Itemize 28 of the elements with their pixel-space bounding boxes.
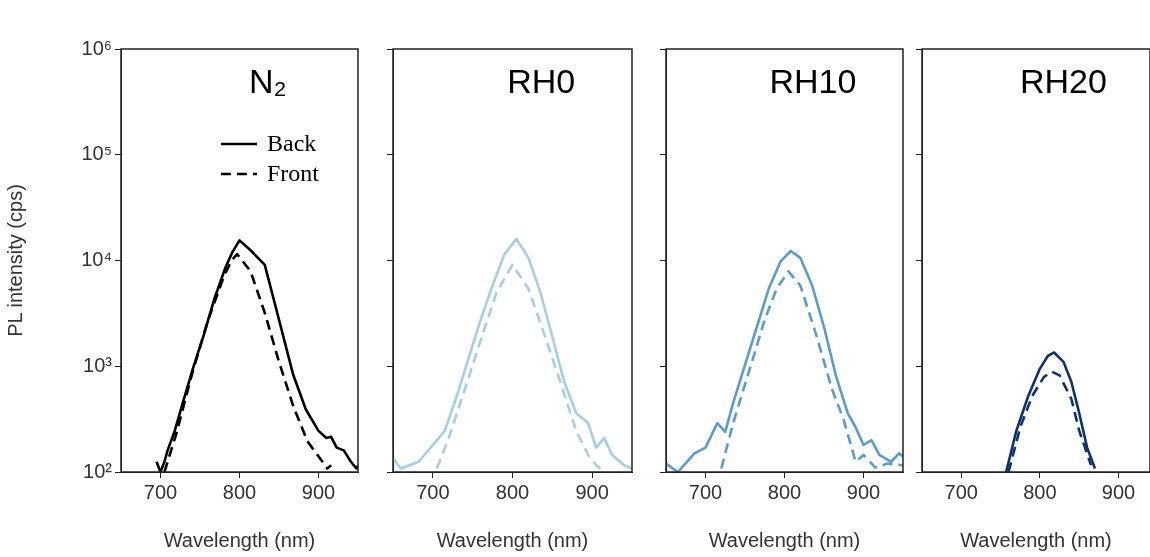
chart-title: RH10 <box>769 62 857 101</box>
x-tick-label: 800 <box>495 480 530 503</box>
x-axis-title: Wavelength (nm) <box>960 528 1112 551</box>
x-tick-label: 800 <box>1023 480 1057 503</box>
y-tick-label: 10² <box>83 459 113 482</box>
y-tick-label: 10⁶ <box>81 36 112 59</box>
x-tick-label: 700 <box>416 480 450 503</box>
y-tick-label: 10⁵ <box>81 142 112 165</box>
x-axis-title: Wavelength (nm) <box>708 528 861 551</box>
x-tick-label: 900 <box>575 480 609 503</box>
x-tick-label: 900 <box>1101 480 1136 503</box>
x-axis-title: Wavelength (nm) <box>436 528 589 551</box>
y-tick-label: 10³ <box>83 353 113 376</box>
x-axis-title: Wavelength (nm) <box>163 528 316 551</box>
y-axis-title: PL intensity (cps) <box>3 184 26 337</box>
x-tick-label: 900 <box>301 480 336 503</box>
x-tick-label: 700 <box>944 480 978 503</box>
x-tick-label: 800 <box>767 480 802 503</box>
chart-title: RH0 <box>507 62 576 101</box>
legend-label: Front <box>266 160 320 187</box>
chart-title: RH20 <box>1019 62 1107 101</box>
legend-label: Back <box>266 130 317 157</box>
x-tick-label: 700 <box>143 480 178 503</box>
x-tick-label: 900 <box>846 480 881 503</box>
y-tick-label: 10⁴ <box>81 248 112 271</box>
x-tick-label: 800 <box>222 480 257 503</box>
x-tick-label: 700 <box>688 480 723 503</box>
chart-title: N₂ <box>249 62 287 101</box>
